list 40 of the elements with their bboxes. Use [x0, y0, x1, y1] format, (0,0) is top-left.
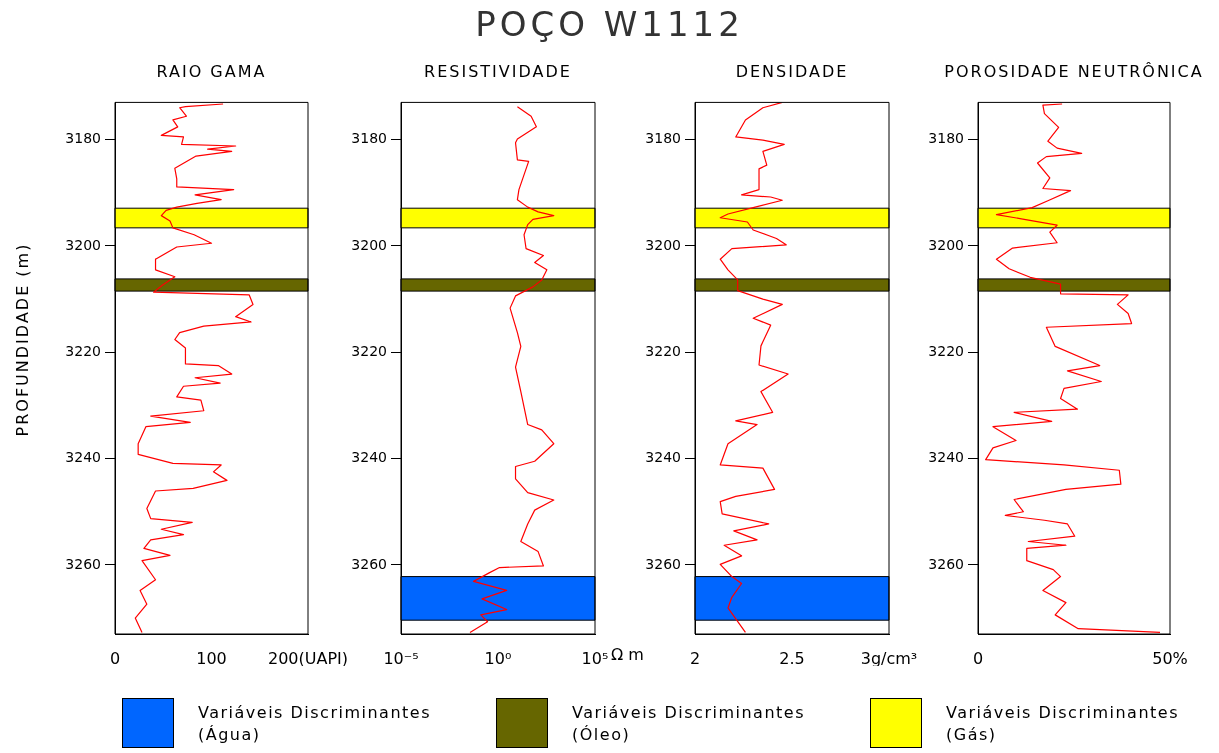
y-tick-label: 3240 [65, 449, 101, 466]
y-tick-label: 3180 [351, 130, 387, 147]
y-tick-label: 3200 [351, 236, 387, 253]
y-tick-label: 3180 [928, 130, 964, 147]
y-tick-label: 3220 [645, 342, 681, 359]
text: Variáveis Discriminantes (Água) [198, 702, 432, 746]
text: Variáveis Discriminantes (Óleo) [572, 702, 806, 746]
x-tick-label: 100 [196, 648, 227, 668]
y-tick-label: 3260 [351, 555, 387, 572]
x-tick-label: 2 [689, 648, 701, 668]
x-tick-label: 10⁻⁵ [383, 648, 419, 668]
y-tick-label: 3260 [645, 555, 681, 572]
chart-subtitle: POROSIDADE NEUTRÔNICA [943, 62, 1205, 81]
x-tick-label: 0 [109, 648, 121, 668]
chart-subtitle: DENSIDADE [734, 62, 850, 81]
text: Variáveis Discriminantes (Gás) [946, 702, 1180, 746]
y-tick-label: 3220 [928, 342, 964, 359]
y-tick-label: 3220 [65, 342, 101, 359]
y-axis-title: PROFUNDIDADE (m) [12, 241, 32, 439]
y-tick-label: 3240 [351, 449, 387, 466]
x-tick-label: 50% [1152, 648, 1188, 668]
x-axis-title: Ω m [611, 645, 644, 664]
y-tick-label: 3240 [928, 449, 964, 466]
y-tick-label: 3240 [645, 449, 681, 466]
chart-subtitle: RAIO GAMA [155, 62, 268, 81]
x-tick-label: 10⁵ [581, 648, 609, 668]
x-tick-label: 0 [972, 648, 984, 668]
y-tick-label: 3180 [645, 130, 681, 147]
y-tick-label: 3260 [928, 555, 964, 572]
x-tick-label: 200(UAPI) [267, 648, 349, 668]
chart-subtitle: RESISTIVIDADE [423, 62, 573, 81]
y-tick-label: 3260 [65, 555, 101, 572]
y-tick-label: 3220 [351, 342, 387, 359]
y-tick-label: 3180 [65, 130, 101, 147]
x-tick-label: 10⁰ [484, 648, 512, 668]
y-tick-label: 3200 [65, 236, 101, 253]
text: POÇO W1112 [474, 4, 745, 44]
y-tick-label: 3200 [645, 236, 681, 253]
y-tick-label: 3200 [928, 236, 964, 253]
x-tick-label: 2.5 [779, 648, 805, 668]
